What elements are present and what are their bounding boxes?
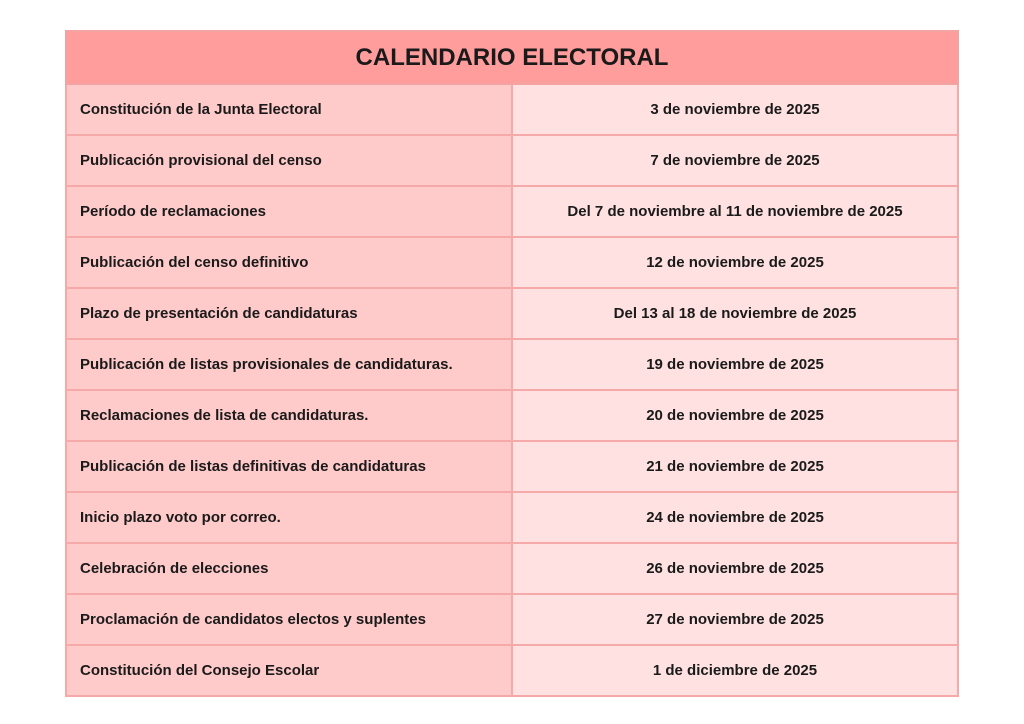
table-row: Publicación provisional del censo 7 de no… [65,134,959,187]
table-row: Publicación de listas provisionales de c… [65,338,959,391]
table-row: Constitución de la Junta Electoral 3 de n… [65,83,959,136]
table-row: Período de reclamaciones Del 7 de noviemb… [65,185,959,238]
event-cell: Inicio plazo voto por correo. [65,491,513,544]
date-cell: 27 de noviembre de 2025 [511,593,959,646]
calendar-table: CALENDARIO ELECTORAL Constitución de la … [65,30,959,697]
date-cell: 19 de noviembre de 2025 [511,338,959,391]
event-cell: Publicación de listas definitivas de can… [65,440,513,493]
date-cell: 1 de diciembre de 2025 [511,644,959,697]
event-cell: Constitución del Consejo Escolar [65,644,513,697]
table-row: Publicación del censo definitivo 12 de no… [65,236,959,289]
event-cell: Publicación de listas provisionales de c… [65,338,513,391]
date-cell: 3 de noviembre de 2025 [511,83,959,136]
table-row: Plazo de presentación de candidaturas Del… [65,287,959,340]
event-cell: Período de reclamaciones [65,185,513,238]
table-title: CALENDARIO ELECTORAL [65,30,959,85]
date-cell: 12 de noviembre de 2025 [511,236,959,289]
date-cell: 21 de noviembre de 2025 [511,440,959,493]
event-cell: Proclamación de candidatos electos y sup… [65,593,513,646]
event-cell: Celebración de elecciones [65,542,513,595]
table-row: Celebración de elecciones 26 de noviembre… [65,542,959,595]
table-row: Proclamación de candidatos electos y sup… [65,593,959,646]
table-row: Reclamaciones de lista de candidaturas. 2… [65,389,959,442]
event-cell: Publicación del censo definitivo [65,236,513,289]
date-cell: Del 7 de noviembre al 11 de noviembre de… [511,185,959,238]
table-row: Publicación de listas definitivas de can… [65,440,959,493]
table-row: Inicio plazo voto por correo. 24 de novie… [65,491,959,544]
header-row: CALENDARIO ELECTORAL [65,30,959,85]
date-cell: 26 de noviembre de 2025 [511,542,959,595]
date-cell: 20 de noviembre de 2025 [511,389,959,442]
date-cell: Del 13 al 18 de noviembre de 2025 [511,287,959,340]
event-cell: Publicación provisional del censo [65,134,513,187]
table-row: Constitución del Consejo Escolar 1 de dic… [65,644,959,697]
table-body: Constitución de la Junta Electoral 3 de n… [65,83,959,697]
date-cell: 24 de noviembre de 2025 [511,491,959,544]
event-cell: Reclamaciones de lista de candidaturas. [65,389,513,442]
calendar: CALENDARIO ELECTORAL Constitución de la … [65,30,959,697]
event-cell: Plazo de presentación de candidaturas [65,287,513,340]
date-cell: 7 de noviembre de 2025 [511,134,959,187]
event-cell: Constitución de la Junta Electoral [65,83,513,136]
